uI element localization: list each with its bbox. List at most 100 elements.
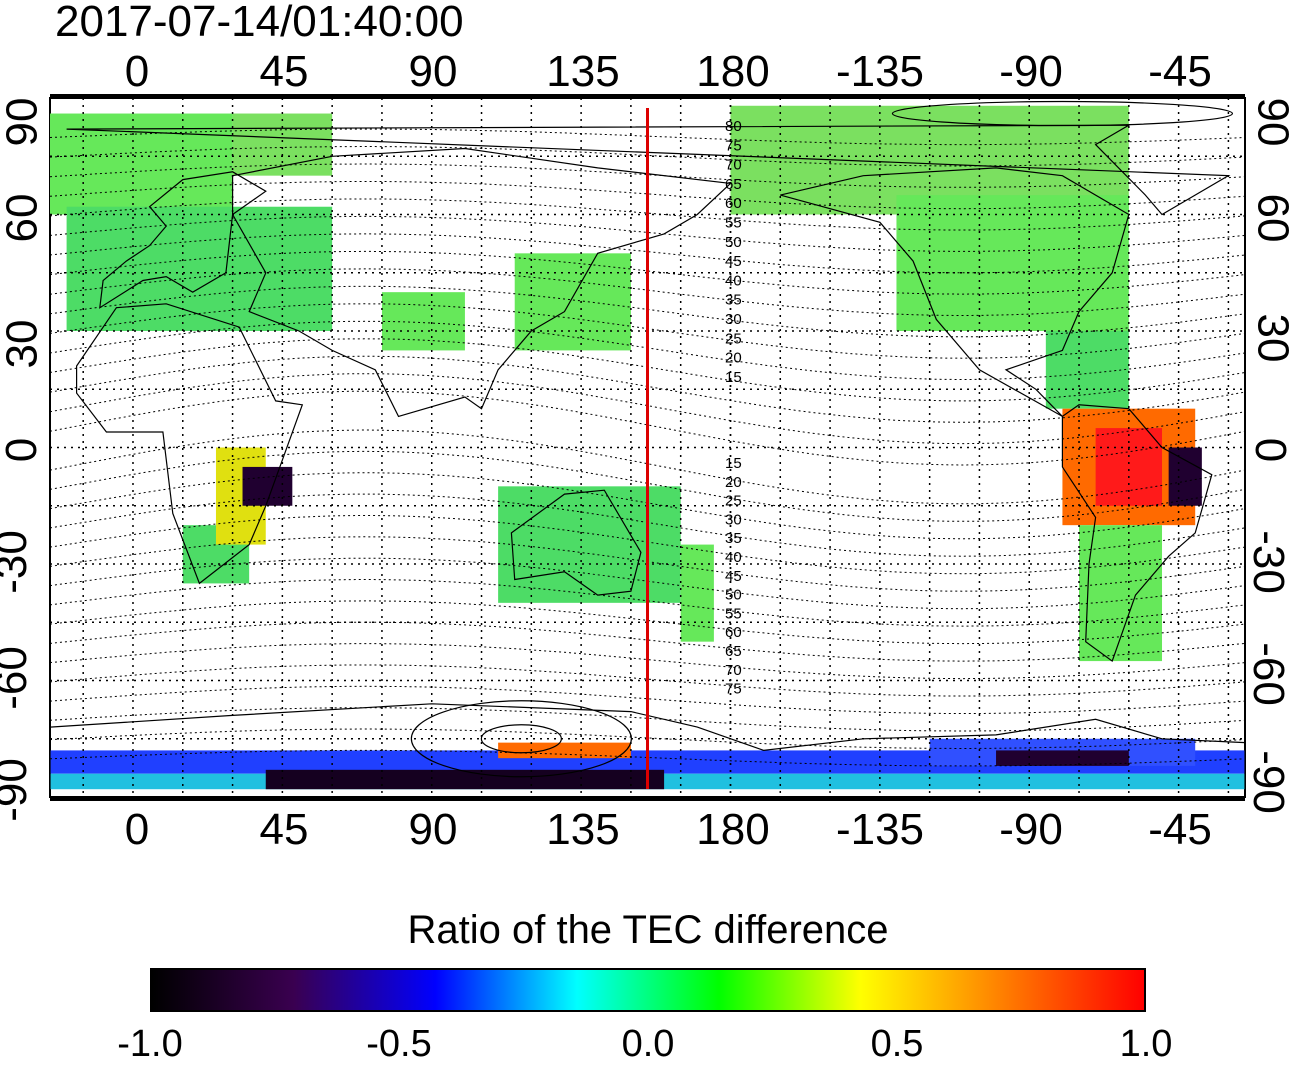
lon-tick: 180 [696,47,770,96]
contour-label-south: 65 [725,643,742,660]
lon-tick: -90 [999,47,1063,96]
graticule [50,98,1245,797]
contour-label-north: 35 [725,292,742,309]
colorbar-tick: 0.5 [870,1023,924,1065]
mag-contour [49,578,1246,627]
lon-tick: 45 [259,47,309,96]
contour-label-north: 50 [725,234,742,251]
lat-tick: -30 [0,530,36,594]
mag-contour [49,450,1246,522]
lat-tick: -60 [1243,642,1293,706]
contour-label-south: 75 [725,681,742,698]
contour-label-north: 20 [725,350,742,367]
coverage-east-africa-dark [242,466,293,506]
lon-tick: -135 [835,805,925,854]
lat-tick: 60 [1248,193,1296,243]
mag-contour [49,163,1246,188]
mag-contour [49,728,1246,750]
lat-tick: 0 [0,437,47,463]
contour-label-north: 25 [725,330,742,347]
contour-label-north: 55 [725,215,742,232]
mag-contour [49,600,1246,645]
lon-tick: 0 [124,47,150,96]
coverage-north-america [896,195,1129,331]
mag-contour [49,707,1246,732]
lat-tick: 30 [0,319,47,369]
contour-label-north: 60 [725,195,742,212]
coverage-east-brazil [1168,447,1202,506]
contour-label-north: 75 [725,137,742,154]
pole-contour-inner [480,724,562,754]
lon-tick: 45 [259,805,309,854]
frame-bar [50,797,1245,801]
contour-label-north: 65 [725,176,742,193]
coverage-nz [680,544,714,642]
lat-tick: 0 [1246,437,1296,463]
colorbar-title: Ratio of the TEC difference [407,908,889,952]
contour-label-south: 20 [725,474,742,491]
lon-tick: 135 [546,805,620,854]
contour-label-south: 15 [725,455,742,472]
south-america-coast [1061,404,1213,663]
coverage-antarctic-orange [498,742,631,759]
mag-contour [49,145,1246,167]
colorbar-tick: 1.0 [1119,1023,1173,1065]
contour-label-south: 35 [725,530,742,547]
lat-tick: 30 [1248,313,1296,363]
coverage-antarctic-dark [265,769,665,790]
lat-tick: -90 [0,758,36,822]
europe-coast [99,171,267,309]
contour-label-north: 80 [725,118,742,135]
coverage-antarctic-west-dark [996,750,1129,766]
antarctica-coast [49,703,1246,798]
africa-coast [76,303,304,585]
contour-label-south: 60 [725,624,742,641]
lon-tick: -45 [1148,805,1212,854]
contour-label-north: 45 [725,253,742,270]
australia-coast [510,489,642,596]
mag-contour [49,268,1246,317]
contour-label-south: 40 [725,549,742,566]
contour-label-north: 15 [725,369,742,386]
lat-tick: -90 [1243,750,1293,814]
mag-contour [49,250,1246,295]
pole-contour-outer [410,700,632,778]
mag-contour [49,373,1246,445]
lon-tick: -135 [835,47,925,96]
asia-coast [232,147,732,418]
north-pole-contour [891,100,1234,127]
contour-label-south: 45 [725,568,742,585]
mag-contour [49,749,1246,767]
north-america-coast [780,167,1130,417]
colorbar-tick: -0.5 [366,1023,432,1065]
contour-label-south: 30 [725,511,742,528]
coverage-australia [498,486,681,603]
lon-tick: -45 [1148,47,1212,96]
coverage-europe [66,206,333,331]
contour-label-south: 55 [725,605,742,622]
lat-tick: 90 [0,97,47,147]
colorbar-tick: 0.0 [621,1023,675,1065]
lon-tick: -90 [999,805,1063,854]
contour-labels: 8075706560555045403530252015152025303540… [725,118,742,698]
lat-tick: -30 [1243,530,1293,594]
contour-label-north: 40 [725,272,742,289]
contour-label-north: 70 [725,157,742,174]
contour-label-south: 50 [725,587,742,604]
lon-tick: 0 [124,805,150,854]
coverage-asia [381,292,465,351]
contour-label-south: 25 [725,493,742,510]
lat-tick: 60 [0,193,47,243]
map-title: 2017-07-14/01:40:00 [55,0,464,46]
lon-tick: 90 [408,47,458,96]
lon-tick: 135 [546,47,620,96]
contour-label-south: 70 [725,662,742,679]
colorbar-tick: -1.0 [117,1023,183,1065]
frame-bar [50,94,1245,98]
mag-contour [49,128,1246,146]
coverage-east-asia [514,253,631,351]
contour-label-north: 30 [725,311,742,328]
lat-tick: 90 [1248,97,1296,147]
lon-tick: 90 [408,805,458,854]
